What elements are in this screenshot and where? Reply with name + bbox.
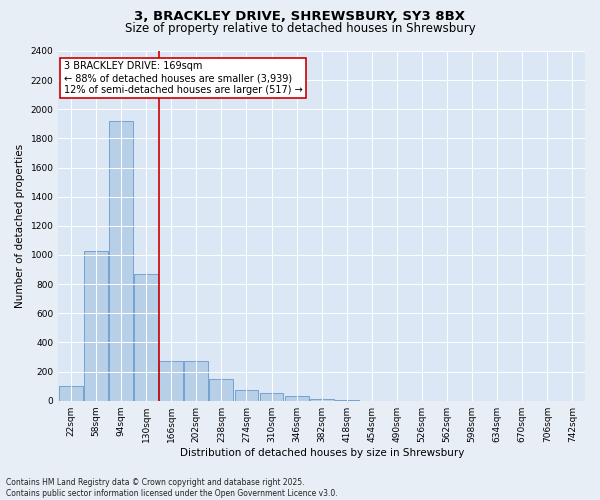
Bar: [235, 390, 259, 400]
Bar: [209, 379, 233, 400]
Bar: [134, 274, 158, 400]
Bar: [84, 250, 108, 400]
Text: Size of property relative to detached houses in Shrewsbury: Size of property relative to detached ho…: [125, 22, 475, 35]
Bar: [109, 121, 133, 400]
Bar: [184, 362, 208, 401]
Bar: [260, 392, 283, 400]
Text: 3 BRACKLEY DRIVE: 169sqm
← 88% of detached houses are smaller (3,939)
12% of sem: 3 BRACKLEY DRIVE: 169sqm ← 88% of detach…: [64, 62, 302, 94]
Bar: [160, 362, 183, 401]
Text: 3, BRACKLEY DRIVE, SHREWSBURY, SY3 8BX: 3, BRACKLEY DRIVE, SHREWSBURY, SY3 8BX: [134, 10, 466, 23]
Text: Contains HM Land Registry data © Crown copyright and database right 2025.
Contai: Contains HM Land Registry data © Crown c…: [6, 478, 338, 498]
X-axis label: Distribution of detached houses by size in Shrewsbury: Distribution of detached houses by size …: [179, 448, 464, 458]
Bar: [59, 386, 83, 400]
Y-axis label: Number of detached properties: Number of detached properties: [15, 144, 25, 308]
Bar: [285, 396, 308, 400]
